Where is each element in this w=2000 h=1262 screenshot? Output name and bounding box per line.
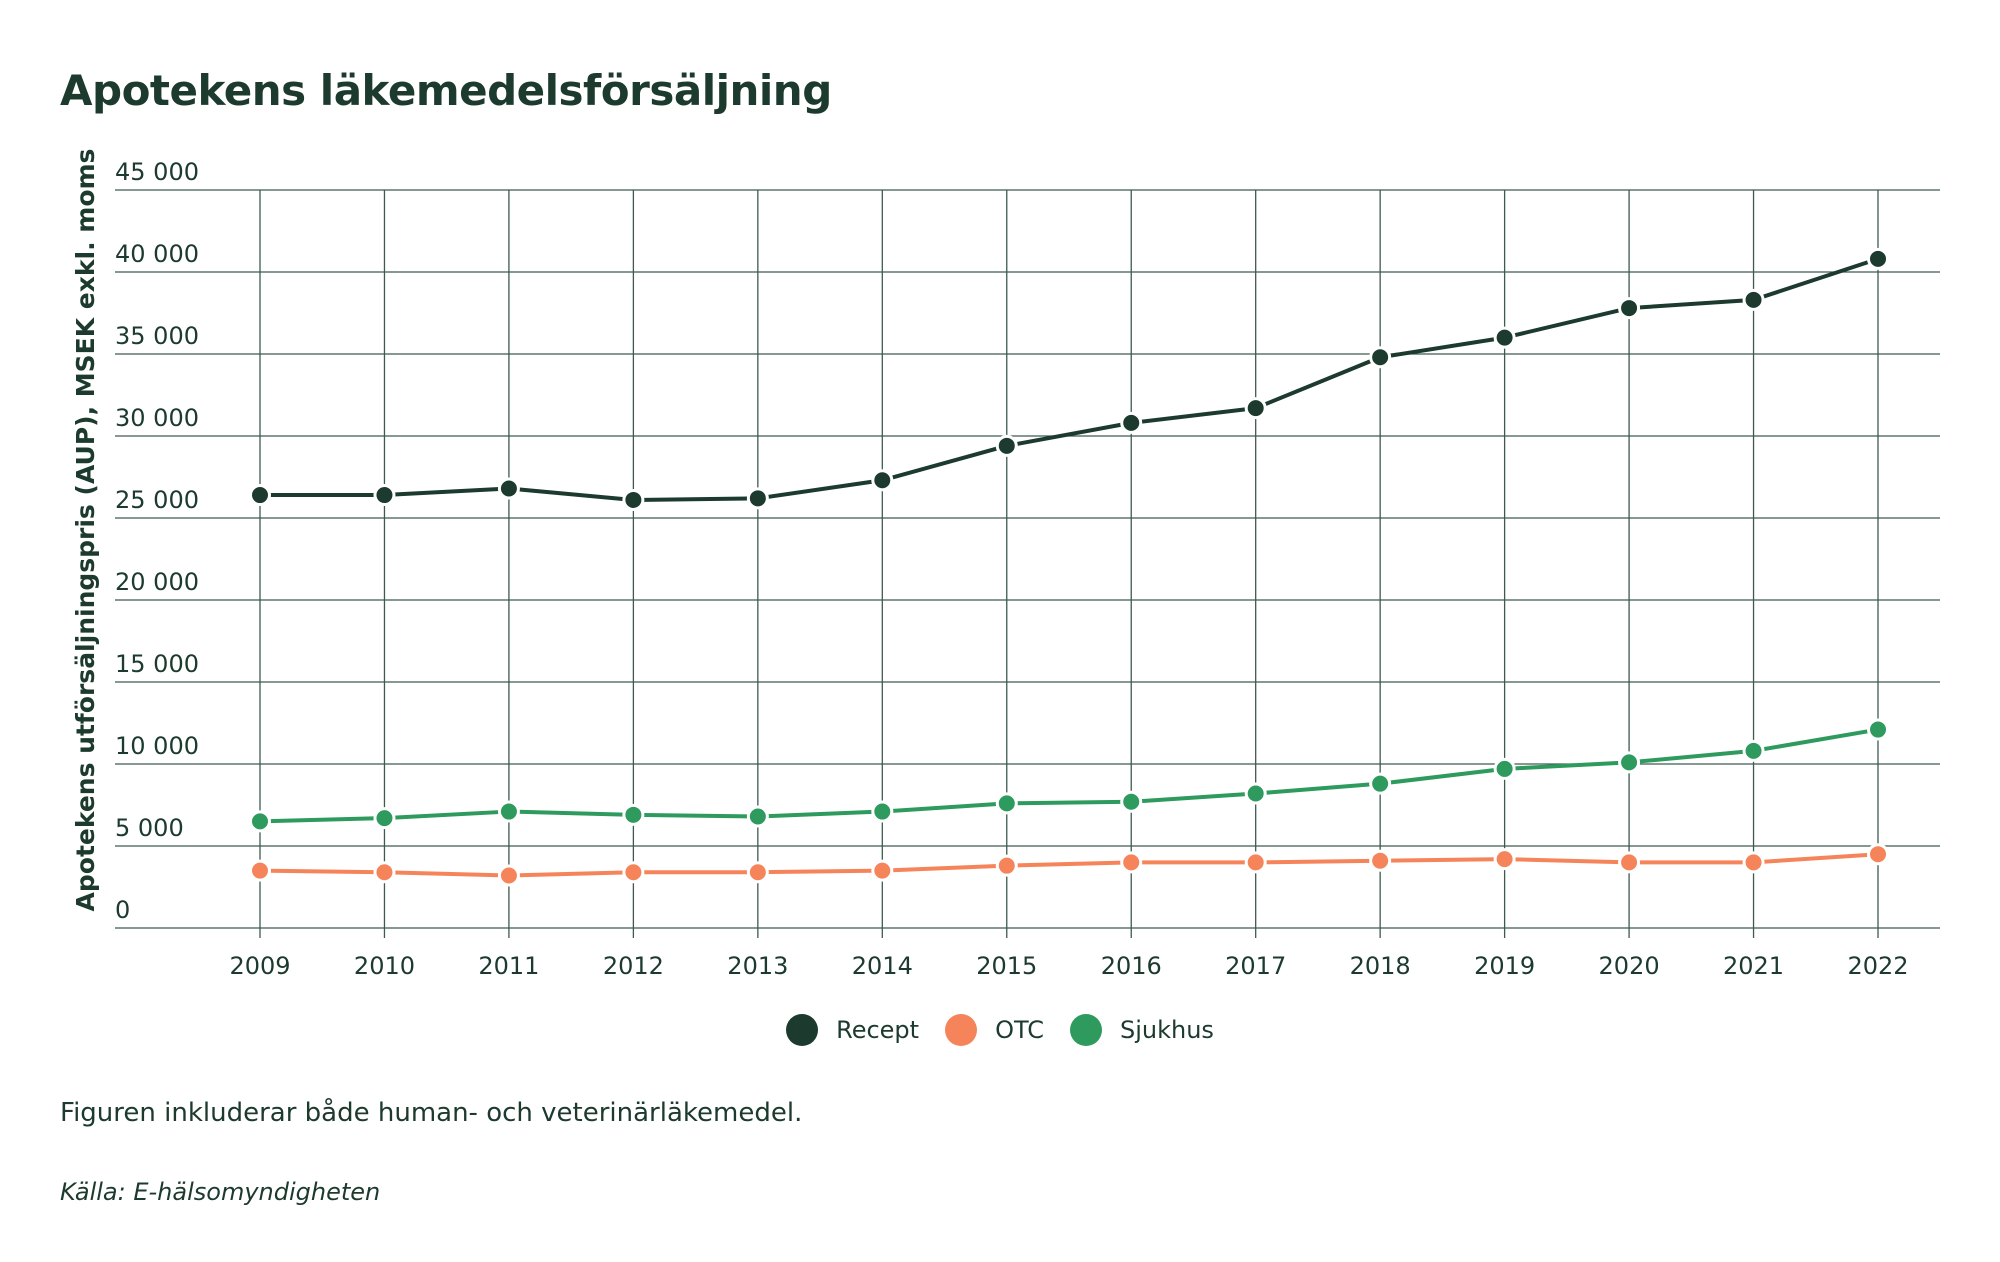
x-tick-label: 2016	[1101, 952, 1162, 980]
data-point-recept	[1369, 346, 1392, 369]
data-point-sjukhus	[1120, 790, 1143, 813]
legend: Recept OTC Sjukhus	[0, 1014, 2000, 1046]
y-tick-label: 45 000	[115, 158, 199, 186]
chart-title: Apotekens läkemedelsförsäljning	[60, 66, 832, 115]
x-tick-label: 2021	[1723, 952, 1784, 980]
data-point-recept	[1867, 247, 1889, 270]
data-point-otc	[995, 854, 1018, 877]
data-point-recept	[249, 484, 271, 507]
data-point-otc	[1618, 851, 1641, 874]
series-line-otc	[259, 852, 1879, 878]
y-axis-ticks: 0 5 000 10 000 15 000 20 000 25 000 30 000 35 0…	[115, 158, 199, 924]
x-tick-label: 2010	[354, 952, 415, 980]
y-tick-label: 10 000	[115, 732, 199, 760]
data-point-sjukhus	[373, 807, 396, 830]
data-point-sjukhus	[1244, 782, 1267, 805]
line-chart: 0 5 000 10 000 15 000 20 000 25 000 30 000 35 0…	[71, 149, 1940, 980]
y-tick-label: 25 000	[115, 486, 199, 514]
legend-label: Recept	[836, 1016, 920, 1044]
legend-label: Sjukhus	[1119, 1016, 1214, 1044]
grid	[115, 189, 1940, 938]
data-point-otc	[1120, 851, 1143, 874]
x-tick-label: 2013	[727, 952, 788, 980]
x-tick-label: 2009	[229, 952, 290, 980]
data-point-sjukhus	[995, 792, 1018, 815]
legend-label: OTC	[995, 1016, 1044, 1044]
legend-marker	[945, 1014, 978, 1046]
x-tick-label: 2017	[1225, 952, 1286, 980]
data-point-otc	[1742, 851, 1765, 874]
series-line-sjukhus	[259, 727, 1879, 824]
data-point-recept	[1618, 297, 1641, 320]
data-point-recept	[995, 434, 1018, 457]
data-point-recept	[497, 477, 520, 500]
series-line-recept	[260, 256, 1879, 502]
data-point-otc	[497, 864, 520, 887]
data-point-sjukhus	[1618, 751, 1641, 774]
series-points	[249, 247, 1889, 887]
y-tick-label: 40 000	[115, 240, 199, 268]
x-tick-label: 2022	[1847, 952, 1908, 980]
legend-item-otc: OTC	[945, 1014, 1044, 1046]
y-tick-label: 5 000	[115, 814, 184, 842]
x-tick-label: 2014	[852, 952, 913, 980]
data-point-otc	[871, 859, 894, 882]
data-point-otc	[1867, 843, 1889, 866]
data-point-recept	[871, 469, 894, 492]
x-axis-ticks: 2009 2010 2011 2012 2013 2014 2015 2016 2017 2018…	[229, 952, 1908, 980]
data-point-recept	[622, 488, 645, 511]
data-point-sjukhus	[871, 800, 894, 823]
data-point-recept	[373, 484, 396, 507]
data-point-recept	[1244, 397, 1267, 420]
legend-marker	[1069, 1014, 1102, 1046]
y-tick-label: 15 000	[115, 650, 199, 678]
data-point-otc	[249, 859, 271, 882]
data-point-sjukhus	[497, 800, 520, 823]
x-tick-label: 2011	[478, 952, 539, 980]
data-point-recept	[1742, 288, 1765, 311]
data-point-sjukhus	[746, 805, 769, 828]
data-point-recept	[746, 487, 769, 510]
data-point-otc	[1244, 851, 1267, 874]
chart-note: Figuren inkluderar både human- och veter…	[60, 1098, 803, 1128]
legend-item-recept: Recept	[786, 1014, 919, 1046]
x-tick-label: 2015	[976, 952, 1037, 980]
data-point-otc	[373, 861, 396, 884]
data-point-otc	[746, 861, 769, 884]
data-point-otc	[1369, 849, 1392, 872]
data-point-sjukhus	[1369, 772, 1392, 795]
y-tick-label: 0	[115, 896, 130, 924]
data-point-recept	[1120, 411, 1143, 434]
data-point-sjukhus	[1493, 757, 1516, 780]
legend-marker	[786, 1014, 819, 1046]
data-point-sjukhus	[1867, 718, 1889, 741]
data-point-sjukhus	[249, 810, 271, 833]
chart-source: Källa: E-hälsomyndigheten	[60, 1178, 381, 1206]
y-axis-label: Apotekens utförsäljningspris (AUP), MSEK…	[71, 149, 100, 912]
legend-item-sjukhus: Sjukhus	[1069, 1014, 1214, 1046]
x-tick-label: 2019	[1474, 952, 1535, 980]
series-lines	[259, 256, 1879, 878]
data-point-otc	[1493, 848, 1516, 871]
x-tick-label: 2012	[603, 952, 664, 980]
x-tick-label: 2020	[1599, 952, 1660, 980]
data-point-sjukhus	[622, 803, 645, 826]
y-tick-label: 30 000	[115, 404, 199, 432]
y-tick-label: 35 000	[115, 322, 199, 350]
data-point-otc	[622, 861, 645, 884]
x-tick-label: 2018	[1350, 952, 1411, 980]
y-tick-label: 20 000	[115, 568, 199, 596]
data-point-recept	[1493, 326, 1516, 349]
data-point-sjukhus	[1742, 739, 1765, 762]
